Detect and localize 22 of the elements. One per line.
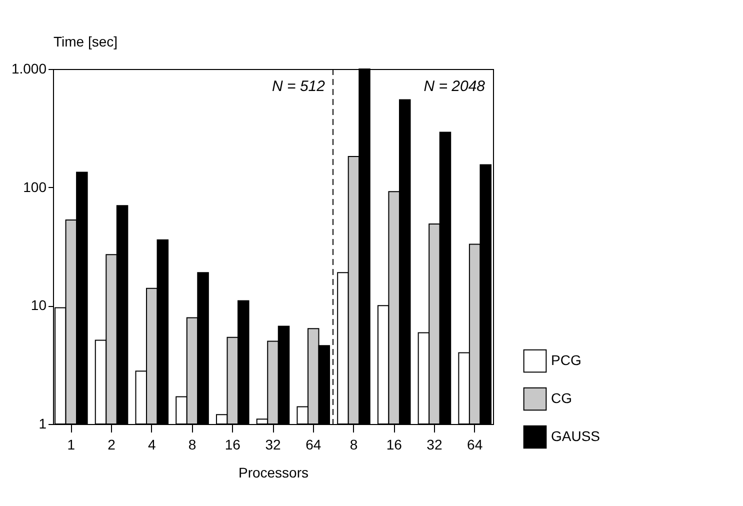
y-tick-label: 10: [30, 297, 47, 314]
legend-label: GAUSS: [551, 428, 600, 444]
annotation: N = 2048: [424, 78, 486, 95]
y-tick-label: 100: [23, 178, 47, 195]
x-tick-label: 16: [224, 436, 241, 452]
x-tick-label: 16: [386, 436, 402, 452]
x-tick-label: 32: [265, 436, 281, 452]
legend-label: PCG: [551, 352, 582, 368]
x-tick-label: 1: [67, 436, 76, 452]
y-axis-title: Time [sec]: [54, 34, 118, 50]
legend-label: CG: [551, 390, 572, 406]
x-tick-label: 64: [306, 436, 322, 452]
y-tick-label: 1: [38, 416, 47, 432]
x-axis-title: Processors: [238, 464, 309, 480]
x-tick-label: 32: [426, 436, 442, 452]
x-tick-label: 4: [148, 436, 156, 452]
x-tick-label: 8: [350, 436, 358, 452]
x-tick-label: 64: [467, 436, 483, 452]
x-tick-label: 8: [188, 436, 196, 452]
y-tick-label: 1.000: [11, 60, 47, 76]
x-tick-label: 2: [108, 436, 116, 452]
annotation: N = 512: [272, 78, 326, 95]
